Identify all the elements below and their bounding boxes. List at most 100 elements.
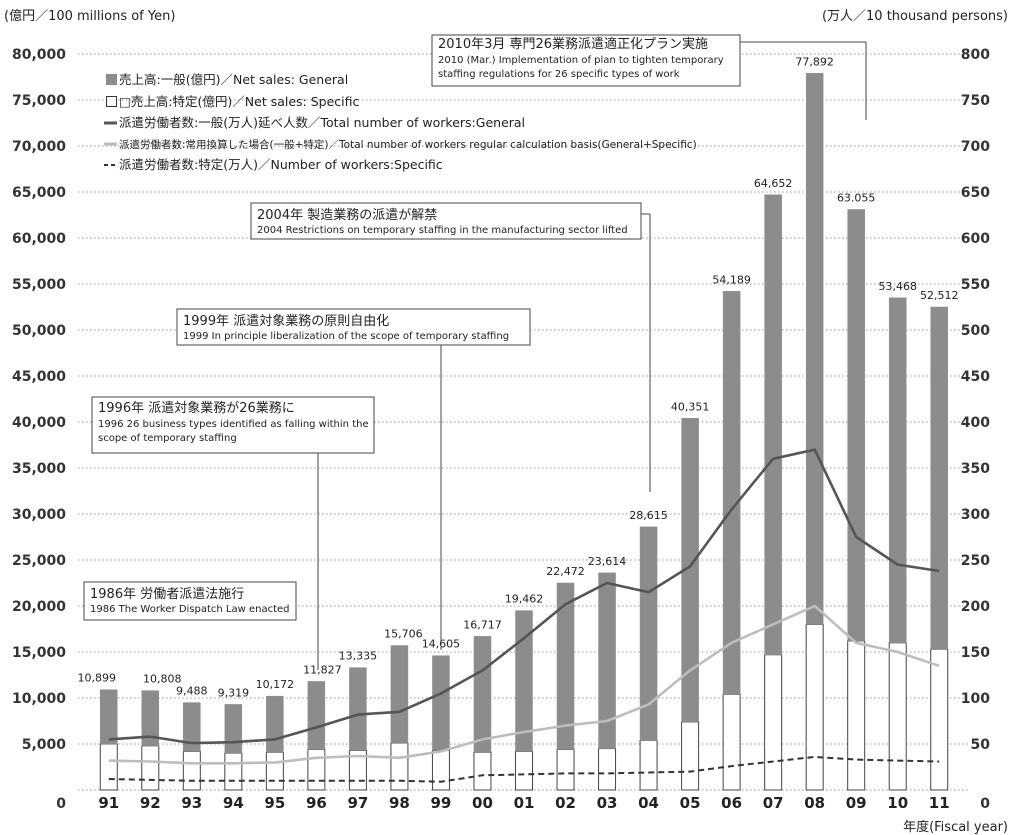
x-tick-label: 04 xyxy=(638,794,659,812)
bar-specific-sales xyxy=(888,642,907,791)
bar-specific-sales xyxy=(764,654,783,791)
bar-specific-sales xyxy=(141,745,160,791)
y-left-tick-label: 25,000 xyxy=(12,553,66,569)
y-right-tick-label: 750 xyxy=(961,93,990,109)
y-right-tick-label: 400 xyxy=(961,415,990,431)
y-right-ticks: 50 100 150 200 250 300 350 400 450 500 550 600 650 70… xyxy=(961,47,990,753)
bar-specific-sales xyxy=(515,750,533,791)
bar-specific-sales xyxy=(431,749,450,791)
bar-total-label: 22,472 xyxy=(546,565,585,578)
bar-general-sales xyxy=(349,667,367,751)
x-tick-label: 99 xyxy=(431,794,452,812)
y-right-tick-label: 600 xyxy=(961,231,990,247)
x-tick-label: 03 xyxy=(597,794,618,812)
bar-total-label: 28,615 xyxy=(629,509,668,522)
annotation-1986-jp: 1986年 労働者派遣法施行 xyxy=(90,587,244,602)
bar-general-sales xyxy=(266,695,284,753)
bar-general-sales xyxy=(515,610,533,752)
y-left-tick-label: 55,000 xyxy=(12,277,66,293)
y-right-axis-label: (万人／10 thousand persons) xyxy=(822,9,1008,24)
bar-specific-sales xyxy=(639,739,658,791)
annotation-2010: 2010年3月 専門26業務派遣適正化プラン実施 2010 (Mar.) Imp… xyxy=(431,34,867,120)
annotation-2010-jp: 2010年3月 専門26業務派遣適正化プラン実施 xyxy=(438,36,708,52)
y-left-tick-label: 20,000 xyxy=(12,599,66,615)
bar-general-sales xyxy=(100,689,118,745)
y-right-tick-label: 350 xyxy=(961,461,990,477)
bar-specific-sales xyxy=(390,742,409,791)
legend-label-regular-basis-workers: 派遣労働者数:常用換算した場合(一般+特定)／Total number of w… xyxy=(119,138,697,151)
bar-total-label: 19,462 xyxy=(505,593,544,606)
y-right-tick-label: 650 xyxy=(961,185,990,201)
y-right-tick-label: 50 xyxy=(971,737,991,753)
bar-specific-sales xyxy=(99,743,118,791)
y-left-ticks: 5,000 10,000 15,000 20,000 25,000 30,000 35,00… xyxy=(12,47,66,753)
y-left-tick-label: 50,000 xyxy=(12,323,66,339)
legend: 売上高:一般(億円)／Net sales: General □売上高:特定(億円… xyxy=(104,72,697,172)
x-tick-label: 00 xyxy=(472,794,493,812)
annotation-1996-en-1: 1996 26 business types identified as fal… xyxy=(98,419,369,430)
bar-specific-sales xyxy=(307,749,326,791)
x-tick-label: 92 xyxy=(140,794,161,812)
annotation-2004: 2004年 製造業務の派遣が解禁 2004 Restrictions on te… xyxy=(250,202,651,492)
annotation-1996-en-2: scope of temporary staffing xyxy=(98,433,237,444)
annotation-1999: 1999年 派遣対象業務の原則自由化 1999 In principle lib… xyxy=(176,308,531,650)
annotation-1996-jp: 1996年 派遣対象業務が26業務に xyxy=(98,400,295,416)
x-ticks: 91 92 93 94 95 96 97 98 99 00 01 02 03 04 05 06 07 08 09 10… xyxy=(56,794,990,812)
bar-total-label: 54,189 xyxy=(712,273,751,286)
x-tick-label: 09 xyxy=(846,794,867,812)
x-tick-label: 10 xyxy=(887,794,908,812)
x-tick-label: 11 xyxy=(929,794,950,812)
bar-general-sales xyxy=(888,297,907,644)
bar-total-label: 11,827 xyxy=(303,663,342,676)
legend-label-general-workers: 派遣労働者数:一般(万人)延べ人数／Total number of worker… xyxy=(119,115,525,130)
bar-total-label: 40,351 xyxy=(671,400,710,413)
bar-total-label: 52,512 xyxy=(920,289,959,302)
series-lines xyxy=(108,448,940,783)
bar-general-sales xyxy=(681,418,699,723)
annotation-1986-en: 1986 The Worker Dispatch Law enacted xyxy=(90,604,290,615)
bar-total-label: 13,335 xyxy=(339,650,378,663)
bar-total-label: 23,614 xyxy=(588,555,627,568)
bar-total-label: 53,468 xyxy=(878,280,917,293)
y-left-tick-label: 65,000 xyxy=(12,185,66,201)
bar-specific-sales xyxy=(930,648,949,791)
x-tick-label: 08 xyxy=(804,794,825,812)
y-left-tick-label: 40,000 xyxy=(12,415,66,431)
bar-specific-sales xyxy=(598,748,617,791)
annotation-1996: 1996年 派遣対象業務が26業務に 1996 26 business type… xyxy=(91,396,375,670)
y-right-tick-label: 450 xyxy=(961,369,990,385)
y-right-tick-label: 500 xyxy=(961,323,990,339)
bar-specific-sales xyxy=(473,751,492,791)
legend-swatch-general-sales xyxy=(106,74,117,85)
y-right-tick-label: 300 xyxy=(961,507,990,523)
bar-total-label: 10,899 xyxy=(78,672,117,685)
bar-specific-sales xyxy=(681,721,700,791)
y-left-zero-label: 0 xyxy=(56,796,66,812)
annotation-2004-en: 2004 Restrictions on temporary staffing … xyxy=(257,225,628,236)
y-left-tick-label: 45,000 xyxy=(12,369,66,385)
annotation-1999-jp: 1999年 派遣対象業務の原則自由化 xyxy=(183,313,389,329)
bar-specific-sales xyxy=(722,693,741,791)
x-tick-label: 02 xyxy=(555,794,576,812)
bar-general-sales xyxy=(432,655,450,751)
y-right-tick-label: 800 xyxy=(961,47,990,63)
y-left-tick-label: 10,000 xyxy=(12,691,66,707)
bar-general-sales xyxy=(764,194,782,656)
x-tick-label: 05 xyxy=(680,794,701,812)
bar-total-label: 9,488 xyxy=(176,685,208,698)
x-tick-label: 97 xyxy=(347,794,368,812)
y-left-tick-label: 80,000 xyxy=(12,47,66,63)
bar-general-sales xyxy=(473,636,492,753)
y-left-tick-label: 30,000 xyxy=(12,507,66,523)
bar-total-label: 9,319 xyxy=(218,686,250,699)
bar-general-sales xyxy=(141,690,160,747)
annotation-2010-en-2: staffing regulations for 26 specific typ… xyxy=(438,69,680,80)
annotation-2004-jp: 2004年 製造業務の派遣が解禁 xyxy=(257,207,437,223)
bar-general-sales xyxy=(183,702,201,752)
annotation-2010-en-1: 2010 (Mar.) Implementation of plan to ti… xyxy=(438,55,724,66)
bar-general-sales xyxy=(598,572,616,749)
annotation-1999-en: 1999 In principle liberalization of the … xyxy=(183,331,509,342)
bar-specific-sales xyxy=(182,750,201,791)
